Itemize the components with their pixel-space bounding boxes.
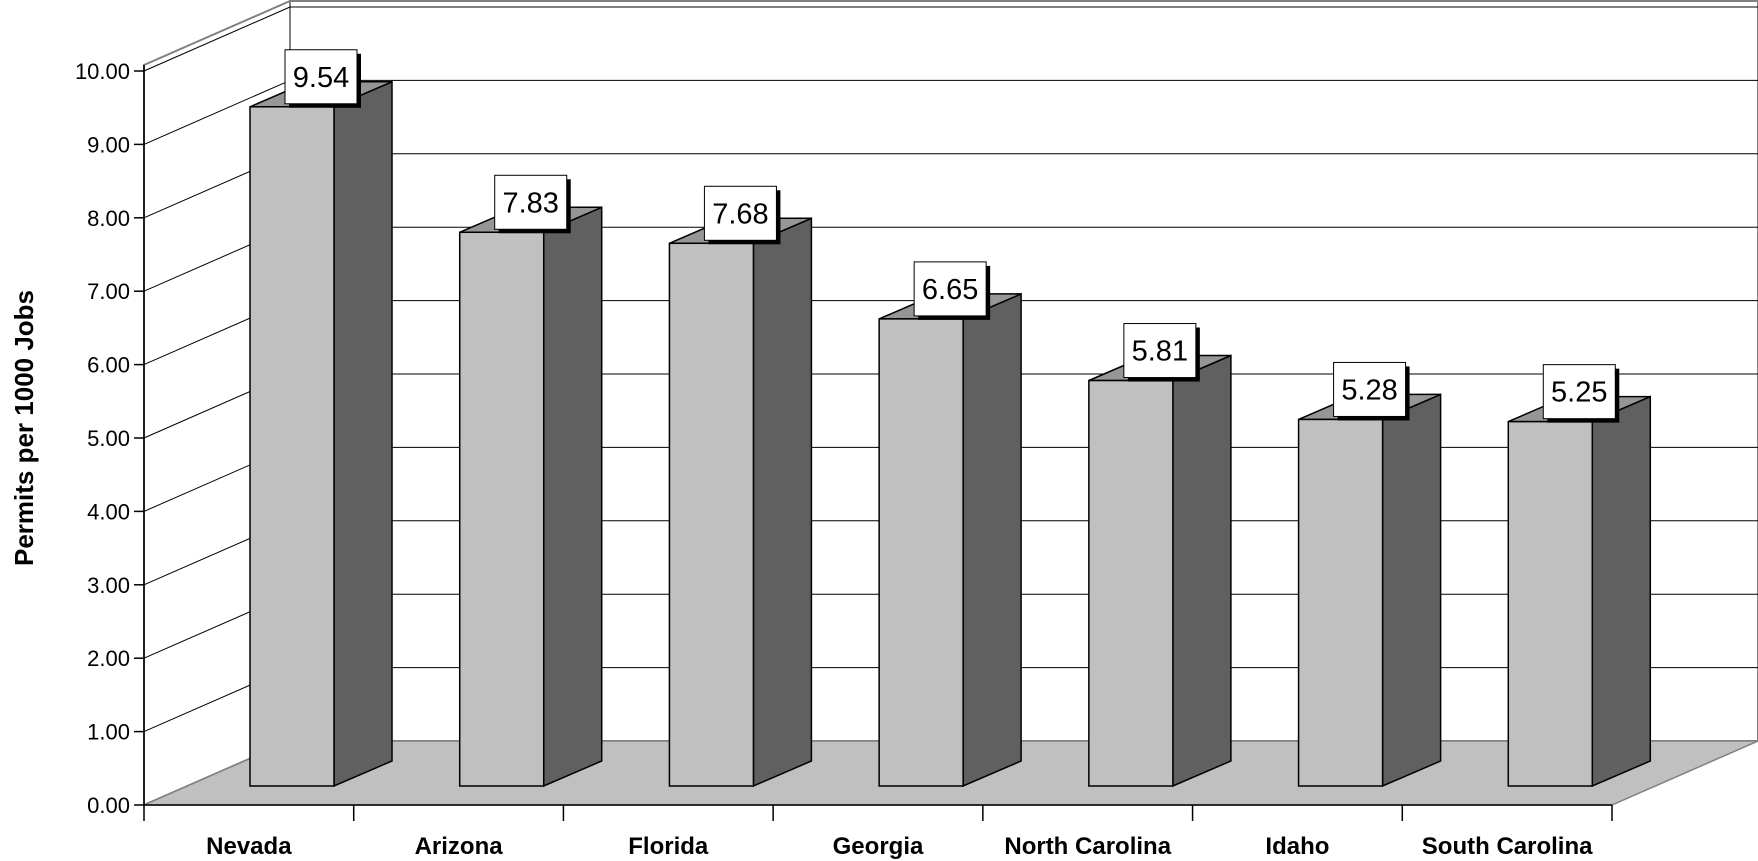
y-tick-label: 10.00 (75, 59, 130, 84)
gridline-side (143, 6, 291, 72)
bar (1088, 354, 1232, 788)
x-tick-label: Nevada (206, 833, 292, 860)
data-label-text: 5.81 (1132, 336, 1188, 368)
y-tick-label: 8.00 (87, 206, 130, 231)
bar (668, 217, 813, 788)
data-label-box (1333, 361, 1407, 417)
data-label-text: 9.54 (293, 62, 349, 94)
bar-front (458, 231, 545, 787)
y-tick-label: 2.00 (87, 646, 130, 671)
y-tick-label: 3.00 (87, 573, 130, 598)
y-tick-label: 0.00 (87, 793, 130, 818)
bar-front (668, 242, 755, 787)
x-tick-label: Idaho (1265, 833, 1329, 860)
data-label: 5.25 (1542, 364, 1620, 423)
data-label-box (913, 261, 987, 317)
data-label-text: 6.65 (922, 274, 978, 306)
data-label-text: 7.83 (502, 187, 558, 219)
data-label-text: 5.25 (1551, 377, 1607, 409)
data-label: 5.28 (1333, 361, 1410, 421)
bar (1297, 393, 1442, 788)
y-tick-label: 4.00 (87, 499, 130, 524)
data-label: 7.68 (703, 185, 781, 245)
bar-side (542, 206, 603, 788)
bar-front (249, 106, 335, 787)
bar-front (878, 318, 964, 787)
bar (249, 80, 393, 788)
gridline-side (143, 79, 291, 145)
x-tick-label: South Carolina (1422, 833, 1593, 860)
bar-side (1381, 393, 1442, 788)
bar-side (962, 292, 1022, 788)
bar (458, 206, 603, 788)
bar (1507, 395, 1652, 788)
bar-side (1172, 354, 1232, 788)
data-label: 7.83 (494, 174, 571, 234)
data-label-box (494, 174, 568, 230)
data-label-box (1542, 364, 1616, 420)
y-tick-label: 7.00 (87, 279, 130, 304)
data-label: 6.65 (913, 261, 991, 320)
bar-front (1088, 379, 1174, 787)
data-label-text: 7.68 (712, 198, 768, 230)
y-tick-label: 1.00 (87, 720, 130, 745)
x-tick-label: Georgia (833, 833, 924, 860)
data-label-text: 5.28 (1341, 374, 1397, 406)
y-tick-label: 9.00 (87, 132, 130, 157)
x-axis: Nevada Arizona Florida Georgia North Carolin… (143, 804, 1613, 860)
data-label-box (703, 185, 777, 241)
y-tick-label: 5.00 (87, 426, 130, 451)
y-axis: 0.00 1.00 2.00 3.00 4.00 5.00 6.00 7.00 8.00 9.00… (75, 59, 145, 818)
x-tick-label: North Carolina (1004, 833, 1171, 860)
data-labels: 9.54 7.83 7.68 6.65 5.81 5.28 5.25 (284, 49, 1620, 423)
data-label: 5.81 (1123, 323, 1200, 382)
bar-front (1297, 418, 1384, 787)
data-label-box (284, 49, 358, 105)
bar (878, 292, 1022, 788)
bar-side (333, 80, 393, 788)
x-tick-label: Florida (628, 833, 709, 860)
y-axis-title: Permits per 1000 Jobs (9, 290, 39, 566)
data-label: 9.54 (284, 49, 361, 108)
x-tick-label: Arizona (415, 833, 504, 860)
bar-side (752, 217, 813, 788)
data-label-box (1123, 323, 1197, 379)
bar-front (1507, 420, 1594, 787)
y-tick-label: 6.00 (87, 353, 130, 378)
bar-side (1591, 395, 1652, 788)
